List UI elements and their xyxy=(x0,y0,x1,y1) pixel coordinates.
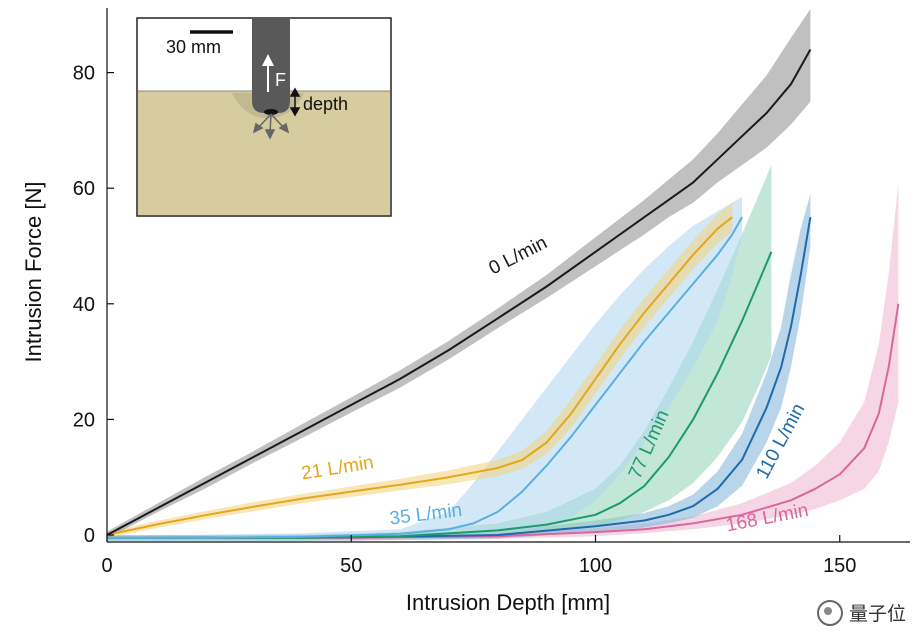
series-label: 21 L/min xyxy=(300,452,375,484)
scale-bar-label: 30 mm xyxy=(166,37,221,57)
x-axis-label: Intrusion Depth [mm] xyxy=(406,590,610,615)
y-tick-label: 80 xyxy=(73,63,95,85)
watermark: 量子位 xyxy=(816,599,906,626)
line-77-l-min xyxy=(107,251,773,539)
line-110-l-min xyxy=(106,216,812,539)
confidence-bands xyxy=(107,9,899,541)
y-tick-label: 20 xyxy=(73,409,95,431)
line-0-l-min xyxy=(106,49,812,536)
series-lines xyxy=(106,49,900,539)
band-35-l-min xyxy=(107,196,742,541)
band-21-l-min xyxy=(107,202,733,538)
line-21-l-min xyxy=(106,216,733,536)
watermark-text: 量子位 xyxy=(848,603,906,625)
band-168-l-min xyxy=(107,182,899,541)
force-arrow-icon xyxy=(262,54,274,92)
force-label: F xyxy=(275,70,286,90)
inset-schematic: 30 mm F depth xyxy=(136,17,392,217)
axes: 0 20 40 60 80 0 50 100 150 Intrusion Depth [mm] In… xyxy=(21,8,910,615)
y-tick-label: 40 xyxy=(73,294,95,316)
x-tick-label: 50 xyxy=(340,555,362,577)
x-tick-label: 150 xyxy=(823,555,856,577)
inset-nozzle xyxy=(264,109,278,115)
depth-label: depth xyxy=(303,94,348,114)
line-35-l-min xyxy=(107,216,743,539)
inset-flow-arrows xyxy=(252,113,290,140)
y-tick-label: 0 xyxy=(84,525,95,547)
line-168-l-min xyxy=(107,303,900,539)
series-label: 0 L/min xyxy=(486,232,551,279)
x-tick-label: 100 xyxy=(579,555,612,577)
x-tick-label: 0 xyxy=(101,555,112,577)
depth-arrow-icon xyxy=(289,87,301,117)
y-tick-label: 60 xyxy=(73,178,95,200)
wechat-logo-icon xyxy=(816,599,843,626)
y-axis-label: Intrusion Force [N] xyxy=(21,182,46,363)
